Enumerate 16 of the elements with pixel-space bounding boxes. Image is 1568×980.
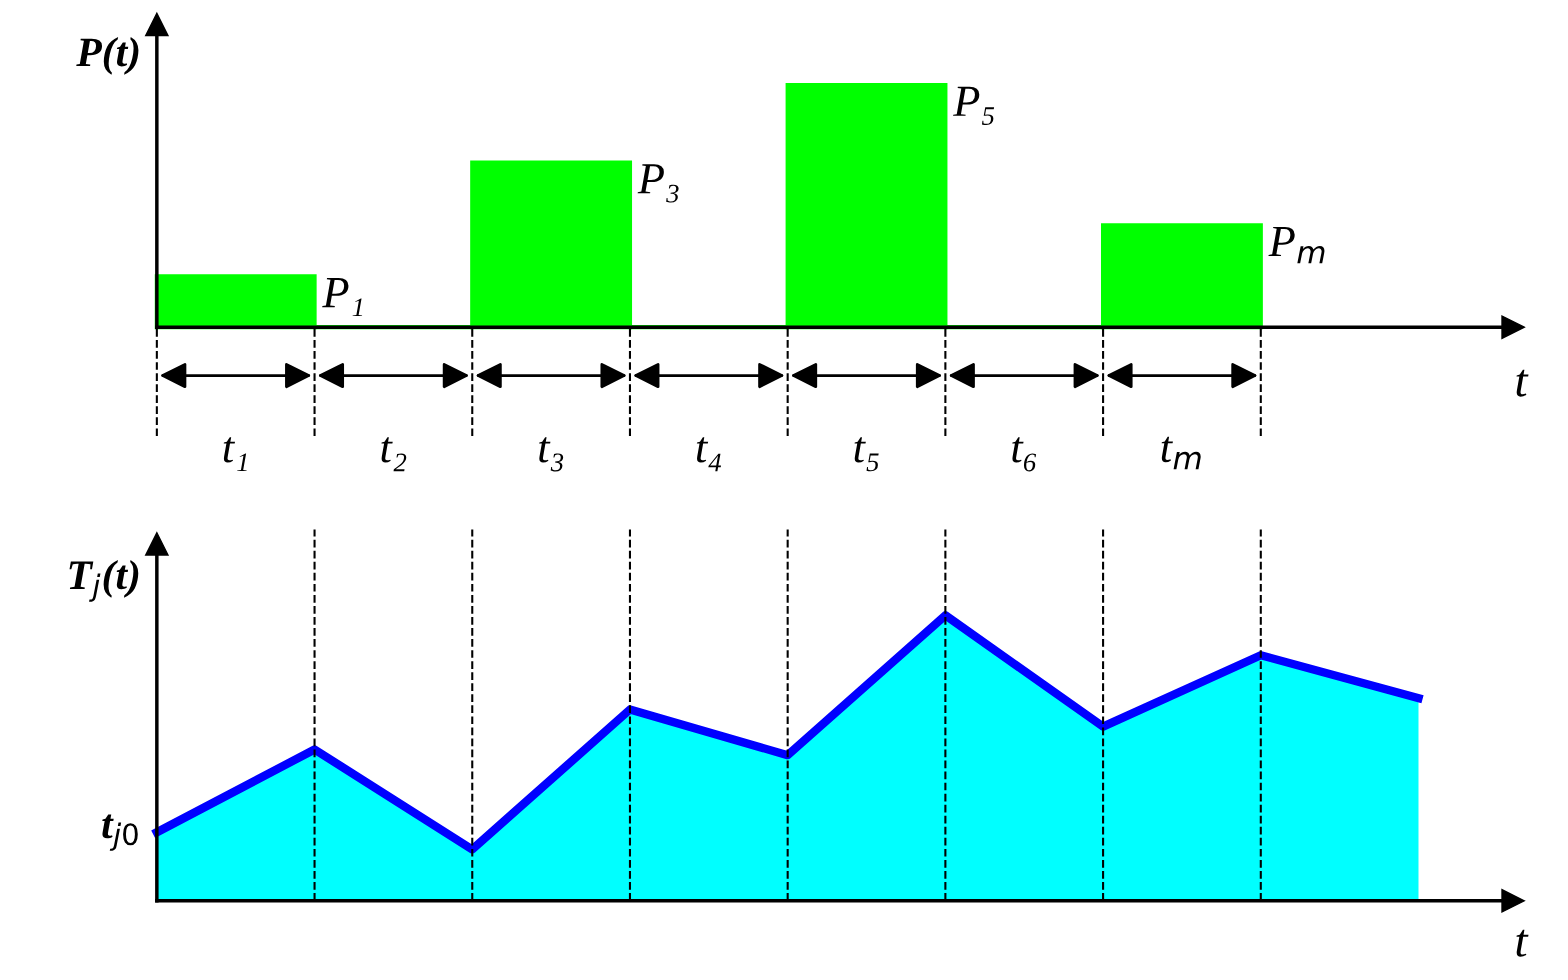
annotation: P₅ bbox=[953, 86, 995, 125]
text: t$_{j0}$ bbox=[102, 814, 138, 851]
x-tick-label: t₄ bbox=[696, 437, 721, 472]
x-tick-label: t₆ bbox=[1012, 437, 1037, 472]
y-axis-title: P(t) bbox=[76, 37, 139, 75]
x-axis-title: t bbox=[1516, 369, 1529, 397]
annotation: P₁ bbox=[322, 278, 363, 317]
x-tick-label: t₅ bbox=[854, 437, 879, 472]
x-tick-label: t$_{m}$ bbox=[1161, 436, 1201, 470]
x-tick-label: t₁ bbox=[223, 437, 247, 472]
annotation: P₃ bbox=[637, 164, 679, 203]
x-tick-label: t₂ bbox=[381, 437, 407, 472]
x-tick-label: t₃ bbox=[539, 437, 564, 472]
y-axis-title: T$_{j}$(t) bbox=[69, 559, 139, 602]
x-axis-title: t bbox=[1516, 929, 1529, 957]
annotation: P$_{m}$ bbox=[1268, 226, 1325, 264]
